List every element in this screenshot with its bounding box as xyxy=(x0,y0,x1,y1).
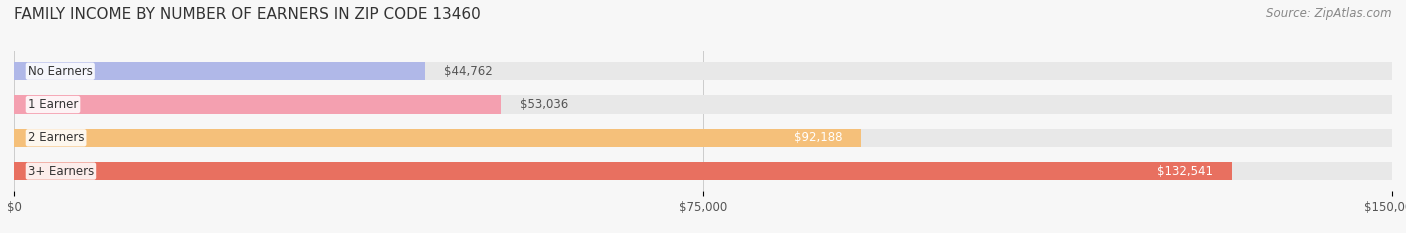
Bar xyxy=(14,162,1392,180)
Bar xyxy=(14,162,1232,180)
Text: 3+ Earners: 3+ Earners xyxy=(28,164,94,178)
Text: $44,762: $44,762 xyxy=(444,65,492,78)
Bar xyxy=(14,129,1392,147)
Bar xyxy=(14,62,1392,80)
Bar xyxy=(14,129,860,147)
Text: $53,036: $53,036 xyxy=(520,98,568,111)
Text: 1 Earner: 1 Earner xyxy=(28,98,79,111)
Bar xyxy=(14,95,1392,114)
Bar xyxy=(14,95,502,114)
Text: FAMILY INCOME BY NUMBER OF EARNERS IN ZIP CODE 13460: FAMILY INCOME BY NUMBER OF EARNERS IN ZI… xyxy=(14,7,481,22)
Bar xyxy=(14,62,425,80)
Text: No Earners: No Earners xyxy=(28,65,93,78)
Text: 2 Earners: 2 Earners xyxy=(28,131,84,144)
Text: $92,188: $92,188 xyxy=(794,131,842,144)
Text: Source: ZipAtlas.com: Source: ZipAtlas.com xyxy=(1267,7,1392,20)
Text: $132,541: $132,541 xyxy=(1157,164,1213,178)
